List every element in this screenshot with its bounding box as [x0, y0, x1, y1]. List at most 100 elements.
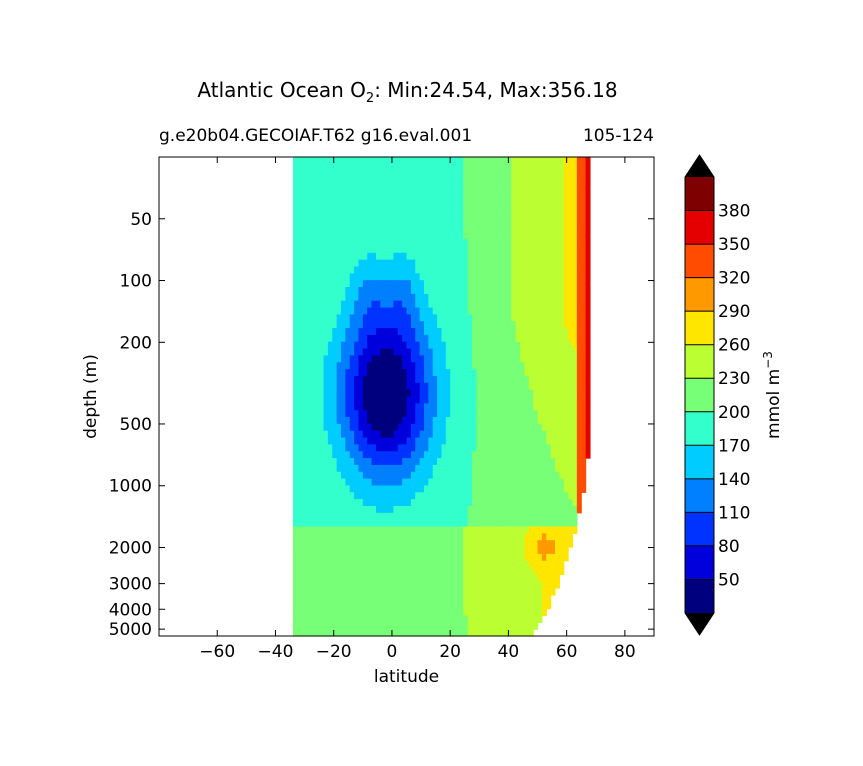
contour-cell [472, 396, 477, 404]
contour-cell [306, 403, 312, 411]
contour-cell [450, 512, 456, 521]
contour-cell [319, 430, 325, 439]
contour-cell [576, 252, 582, 261]
contour-cell [533, 239, 539, 247]
contour-cell [441, 505, 447, 514]
contour-cell [441, 526, 447, 534]
contour-cell [472, 505, 477, 514]
contour-cell [515, 540, 521, 548]
contour-cell [515, 341, 521, 350]
contour-cell [423, 526, 429, 534]
contour-cell [437, 540, 443, 548]
contour-cell [550, 218, 556, 227]
contour-cell [511, 321, 517, 329]
contour-cell [463, 157, 469, 165]
contour-cell [419, 492, 425, 500]
contour-cell [432, 451, 438, 459]
contour-cell [358, 341, 364, 350]
contour-cell [393, 458, 399, 466]
contour-cell [546, 560, 552, 569]
contour-cell [445, 369, 451, 377]
contour-cell [441, 485, 447, 493]
contour-cell [358, 252, 364, 261]
contour-cell [432, 505, 438, 514]
contour-cell [506, 533, 512, 541]
contour-cell [467, 245, 473, 254]
contour-cell [345, 293, 351, 302]
contour-cell [340, 314, 346, 322]
contour-cell [572, 396, 578, 404]
contour-cell [498, 601, 504, 610]
contour-cell [314, 355, 320, 363]
contour-cell [585, 328, 591, 336]
contour-cell [485, 293, 491, 302]
contour-cell [550, 553, 556, 562]
contour-cell [423, 314, 429, 322]
contour-cell [375, 355, 381, 363]
contour-cell [533, 218, 539, 227]
contour-cell [419, 451, 425, 459]
contour-cell [555, 499, 560, 507]
contour-cell [354, 293, 360, 302]
contour-cell [428, 225, 434, 233]
contour-cell [441, 519, 447, 528]
contour-cell [415, 307, 421, 315]
contour-cell [362, 293, 368, 302]
contour-cell [410, 382, 416, 391]
contour-cell [332, 615, 338, 623]
contour-cell [301, 512, 307, 521]
contour-cell [323, 458, 329, 466]
contour-cell [319, 314, 325, 322]
contour-cell [319, 574, 325, 582]
contour-cell [358, 184, 364, 192]
contour-cell [406, 499, 412, 507]
contour-cell [450, 567, 456, 576]
contour-cell [349, 458, 355, 466]
contour-cell [454, 232, 460, 240]
contour-cell [450, 369, 456, 377]
contour-cell [323, 191, 329, 199]
contour-cell [445, 499, 451, 507]
colorbar-tick-label: 110 [718, 503, 750, 523]
contour-cell [375, 526, 381, 534]
contour-cell [345, 519, 351, 528]
contour-cell [524, 615, 530, 623]
contour-cell [511, 211, 517, 220]
contour-cell [410, 588, 416, 596]
contour-cell [515, 458, 521, 466]
contour-cell [450, 553, 456, 562]
contour-cell [389, 540, 394, 548]
contour-cell [292, 629, 298, 637]
contour-cell [537, 252, 543, 261]
contour-cell [402, 273, 408, 281]
contour-cell [524, 492, 530, 500]
contour-cell [489, 177, 495, 185]
contour-cell [498, 505, 504, 514]
contour-cell [528, 259, 534, 268]
contour-cell [546, 362, 552, 370]
contour-cell [467, 458, 473, 466]
contour-cell [472, 553, 477, 562]
contour-cell [493, 232, 499, 240]
contour-cell [349, 280, 355, 288]
contour-cell [506, 451, 512, 459]
contour-cell [323, 314, 329, 322]
contour-cell [301, 170, 307, 179]
contour-cell [332, 512, 338, 521]
contour-cell [437, 177, 443, 185]
contour-cell [524, 191, 530, 199]
contour-cell [423, 225, 429, 233]
contour-cell [327, 499, 333, 507]
contour-cell [520, 540, 526, 548]
contour-cell [506, 348, 512, 357]
contour-cell [546, 464, 552, 473]
contour-cell [520, 389, 526, 398]
contour-cell [301, 410, 307, 418]
contour-cell [458, 375, 464, 384]
contour-cell [498, 451, 504, 459]
contour-cell [463, 451, 469, 459]
contour-cell [314, 389, 320, 398]
contour-cell [415, 293, 421, 302]
contour-cell [306, 588, 312, 596]
contour-cell [410, 403, 416, 411]
